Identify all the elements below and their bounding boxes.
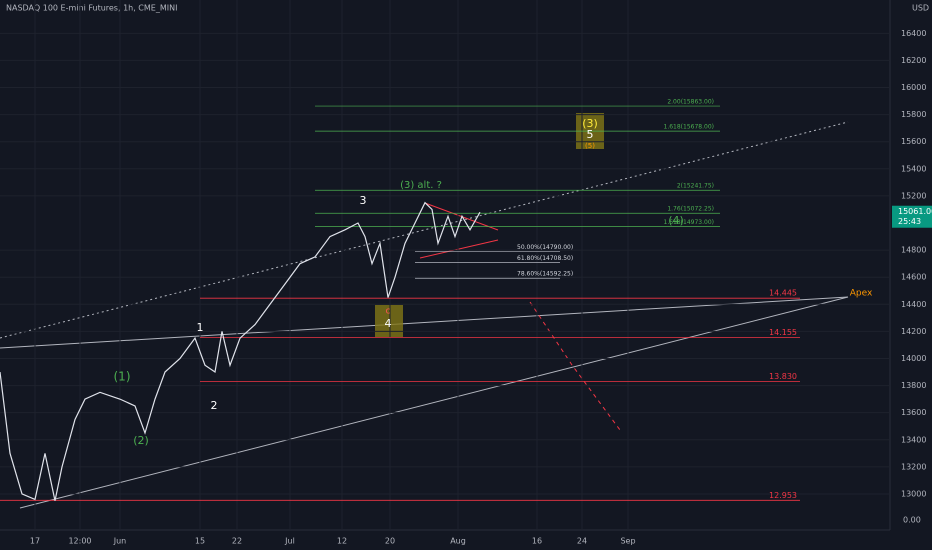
level-label: 13.830 bbox=[769, 372, 797, 381]
price-label: 15061.00 bbox=[898, 207, 932, 216]
fib-label: 50.00%(14790.00) bbox=[517, 244, 573, 251]
wave-label: 4 bbox=[385, 317, 392, 330]
x-tick-label: Sep bbox=[620, 537, 635, 546]
trend-line bbox=[0, 121, 849, 339]
level-label: 12.953 bbox=[769, 491, 797, 500]
chart-title: NASDAQ 100 E-mini Futures, 1h, CME_MINI bbox=[6, 4, 177, 13]
y-tick-label: 15600 bbox=[901, 137, 926, 146]
x-tick-label: 15 bbox=[195, 537, 205, 546]
y-tick-label: 13000 bbox=[901, 489, 926, 498]
y-tick-label: 16000 bbox=[901, 83, 926, 92]
fib-label: 1.76(15072.25) bbox=[667, 206, 714, 213]
y-tick-label: 14600 bbox=[901, 273, 926, 282]
y-tick-label: 15400 bbox=[901, 164, 926, 173]
x-tick-label: 17 bbox=[30, 537, 40, 546]
y-tick-label: 16400 bbox=[901, 29, 926, 38]
triangle-line bbox=[419, 239, 499, 259]
wave-label: (4) bbox=[668, 214, 684, 227]
price-line bbox=[0, 201, 481, 501]
y-tick-label: 14800 bbox=[901, 246, 926, 255]
y-tick-label: 14000 bbox=[901, 354, 926, 363]
wave-label: 3 bbox=[360, 194, 367, 207]
y-tick-label: 13800 bbox=[901, 381, 926, 390]
price-badge bbox=[892, 205, 932, 228]
y-tick-label: 13400 bbox=[901, 435, 926, 444]
trend-line bbox=[0, 296, 849, 349]
countdown: 25:43 bbox=[898, 217, 921, 226]
fib-label: 1.618(15678.00) bbox=[664, 124, 715, 131]
wave-label: 2 bbox=[211, 399, 218, 412]
y-tick-label: 14200 bbox=[901, 327, 926, 336]
fib-label: 1.618(14973.00) bbox=[664, 219, 715, 226]
wave-label: (2) bbox=[133, 434, 149, 447]
x-tick-label: Jul bbox=[284, 537, 295, 546]
y-tick-label: 15800 bbox=[901, 110, 926, 119]
y-tick-label: 13200 bbox=[901, 462, 926, 471]
x-tick-label: 20 bbox=[385, 537, 395, 546]
wave-label: (3) bbox=[582, 117, 598, 130]
x-tick-label: 12:00 bbox=[68, 537, 91, 546]
wave-label: (3) alt. ? bbox=[400, 180, 442, 191]
fib-label: 61.80%(14708.50) bbox=[517, 255, 573, 262]
x-tick-label: 24 bbox=[577, 537, 587, 546]
y-tick-label: 15200 bbox=[901, 191, 926, 200]
level-label: 14.155 bbox=[769, 328, 797, 337]
x-tick-label: 12 bbox=[337, 537, 347, 546]
trend-line bbox=[19, 296, 849, 509]
wave-label: c bbox=[386, 307, 391, 317]
wave-label: 1 bbox=[197, 321, 204, 334]
x-tick-label: 22 bbox=[232, 537, 242, 546]
projection bbox=[529, 301, 621, 431]
unit-label: USD bbox=[912, 4, 929, 13]
x-tick-label: Jun bbox=[113, 537, 127, 546]
wave-label: (1) bbox=[114, 370, 131, 384]
fib-label: 2.00(15863.00) bbox=[667, 99, 714, 106]
level-label: 14.445 bbox=[769, 289, 797, 298]
wave-label: Apex bbox=[850, 289, 873, 299]
x-tick-label: Aug bbox=[450, 537, 466, 546]
wave-label: 5 bbox=[587, 128, 594, 141]
fib-label: 2(15241.75) bbox=[677, 183, 714, 190]
bottom-label: 0.00 bbox=[903, 516, 921, 525]
y-tick-label: 13600 bbox=[901, 408, 926, 417]
y-tick-label: 16200 bbox=[901, 56, 926, 65]
x-tick-label: 16 bbox=[532, 537, 542, 546]
fib-label: 78.60%(14592.25) bbox=[517, 271, 573, 278]
wave-label: (5) bbox=[585, 142, 595, 150]
y-tick-label: 14400 bbox=[901, 300, 926, 309]
